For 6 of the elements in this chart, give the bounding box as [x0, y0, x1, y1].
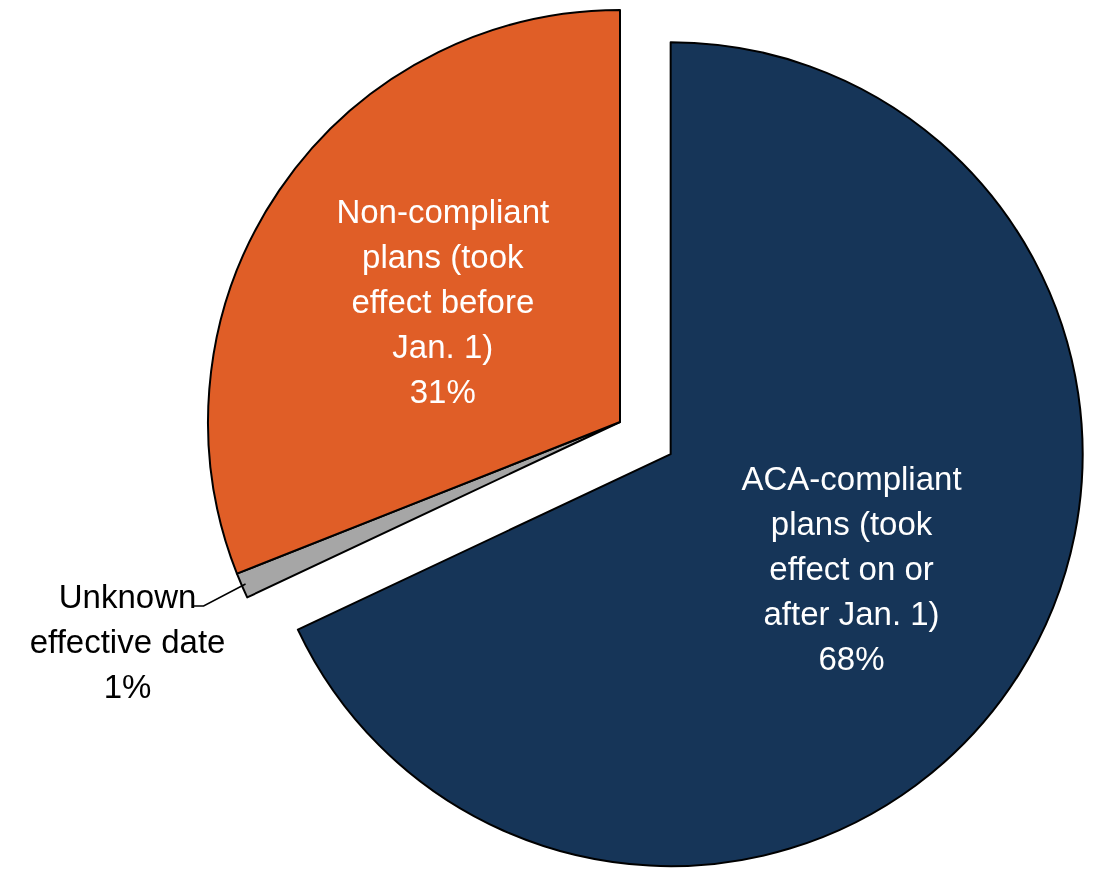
data-label: 68% — [818, 640, 885, 678]
slice-label: ACA-compliant plans (took effect on or after Jan. 1) — [741, 460, 962, 633]
data-label: 31% — [409, 373, 476, 411]
slice-label: Unknown effective date — [29, 578, 226, 661]
data-label: 1% — [103, 668, 152, 706]
slice-label: Non-compliant plans (took effect before Jan. 1) — [336, 193, 550, 366]
